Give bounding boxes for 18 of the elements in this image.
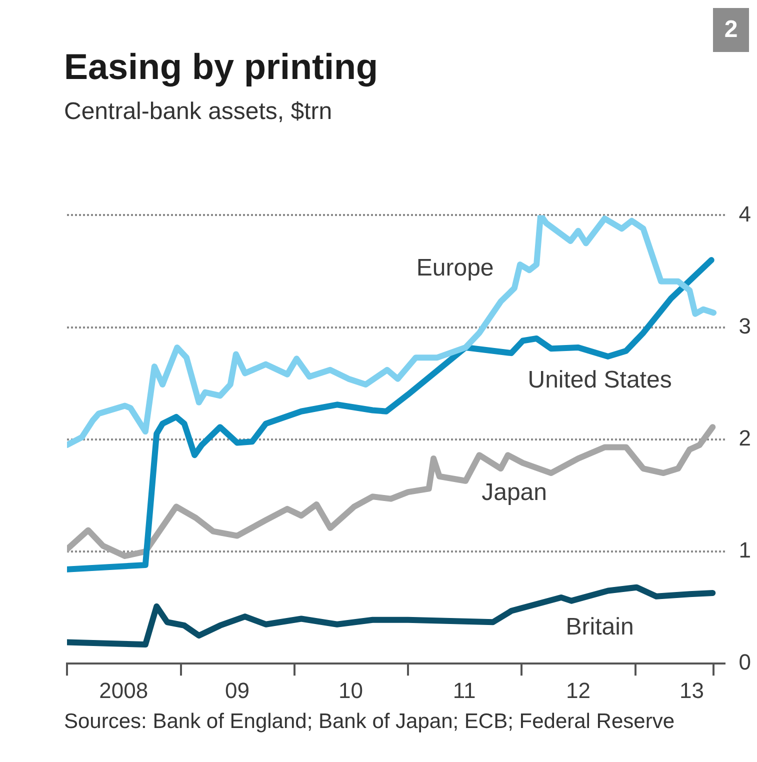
x-tick-label: 2008 — [99, 678, 148, 703]
y-tick-label: 3 — [738, 313, 752, 338]
source-note: Sources: Bank of England; Bank of Japan; ECB; Federal Reserve — [64, 710, 675, 734]
x-tick-label: 13 — [680, 678, 704, 703]
series-label: Europe — [416, 254, 494, 282]
y-tick-label: 2 — [738, 425, 752, 450]
series-label: Britain — [566, 613, 634, 640]
series-label: Japan — [482, 478, 547, 506]
y-tick-label: 4 — [738, 201, 752, 226]
y-tick-label: 0 — [738, 650, 752, 675]
series-label: United States — [528, 366, 672, 394]
y-tick-label: 1 — [738, 538, 752, 563]
chart-title: Easing by printing — [64, 46, 378, 88]
chart-subtitle: Central-bank assets, $trn — [64, 98, 332, 126]
x-tick-label: 11 — [452, 678, 476, 703]
x-tick-label: 10 — [338, 678, 364, 703]
x-tick-label: 12 — [566, 678, 590, 703]
x-tick-label: 09 — [224, 678, 250, 703]
